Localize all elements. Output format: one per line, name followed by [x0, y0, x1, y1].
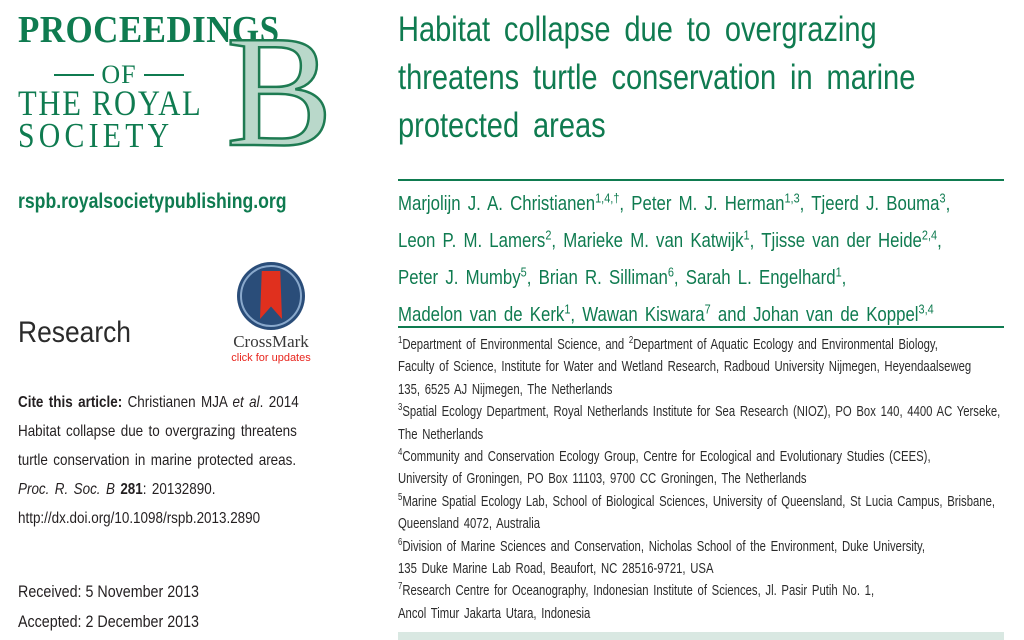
author-affiliation-sup: 1	[743, 227, 750, 243]
author-affiliation-sup: 1	[835, 264, 842, 280]
author-name: Wawan Kiswara	[582, 304, 705, 326]
author-affiliation-sup: 1,4,†	[595, 190, 620, 206]
author-name: Madelon van de Kerk	[398, 304, 565, 326]
crossmark-badge[interactable]: CrossMark click for updates	[228, 262, 314, 364]
affiliation-list: 1Department of Environmental Science, an…	[398, 334, 1005, 625]
affiliation-line: 6Division of Marine Sciences and Conserv…	[398, 536, 926, 555]
logo-society: SOCIETY	[18, 116, 174, 155]
received-date: Received: 5 November 2013	[18, 582, 199, 601]
citation-title-line: Habitat collapse due to overgrazing thre…	[18, 423, 297, 440]
citation-authors-short: Christianen MJA	[122, 394, 233, 411]
doi-link[interactable]: http://dx.doi.org/10.1098/rspb.2013.2890	[18, 510, 261, 527]
divider-above-authors	[398, 179, 1004, 181]
author-name: Peter M. J. Herman	[631, 193, 785, 215]
author-list: Marjolijn J. A. Christianen1,4,†, Peter …	[398, 186, 1005, 334]
abstract-box-top-edge	[398, 632, 1004, 640]
affiliation-line: 3Spatial Ecology Department, Royal Nethe…	[398, 402, 1001, 421]
logo-right-rule	[143, 74, 184, 76]
journal-url[interactable]: rspb.royalsocietypublishing.org	[18, 190, 287, 213]
affiliation-sup: 2	[628, 335, 634, 347]
author-affiliation-sup: 1,3	[784, 190, 800, 206]
author-name: Marjolijn J. A. Christianen	[398, 193, 596, 215]
divider-below-authors	[398, 326, 1004, 328]
affiliation-sup: 4	[398, 447, 403, 459]
series-b-letter: B	[225, 2, 334, 180]
citation-article-number: : 20132890.	[142, 481, 216, 498]
author-name: Tjeerd J. Bouma	[811, 193, 940, 215]
author-line: Peter J. Mumby5, Brian R. Silliman6, Sar…	[398, 264, 847, 289]
citation-title-line: turtle conservation in marine protected …	[18, 452, 297, 469]
logo-left-rule	[54, 74, 95, 76]
affiliation-line: 5Marine Spatial Ecology Lab, School of B…	[398, 492, 996, 510]
logo-of: OF	[101, 60, 137, 89]
author-line: Leon P. M. Lamers2, Marieke M. van Katwi…	[398, 227, 942, 252]
affiliation-sup: 3	[398, 402, 403, 414]
author-line: Marjolijn J. A. Christianen1,4,†, Peter …	[398, 190, 951, 215]
author-affiliation-sup: 7	[704, 301, 711, 317]
author-affiliation-sup: 3,4	[918, 301, 934, 317]
affiliation-sup: 1	[398, 335, 403, 347]
citation-volume: 281	[120, 481, 143, 498]
affiliation-line: Ancol Timur Jakarta Utara, Indonesia	[398, 605, 591, 622]
author-line: Madelon van de Kerk1, Wawan Kiswara7 and…	[398, 301, 934, 326]
citation: Cite this article: Christianen MJA et al…	[18, 388, 328, 533]
author-affiliation-sup: 1	[564, 301, 571, 317]
author-affiliation-sup: 2	[545, 227, 552, 243]
affiliation-line: University of Groningen, PO Box 11103, 9…	[398, 471, 807, 488]
history-dates: Received: 5 November 2013 Accepted: 2 De…	[18, 577, 253, 637]
citation-year: . 2014	[259, 394, 299, 411]
affiliation-sup: 7	[398, 581, 403, 593]
author-affiliation-sup: 3	[939, 190, 946, 206]
affiliation-line: The Netherlands	[398, 426, 484, 443]
crossmark-ribbon-icon	[260, 271, 282, 319]
article-title-line: protected areas	[398, 106, 606, 145]
affiliation-line: 1Department of Environmental Science, an…	[398, 335, 938, 353]
crossmark-name: CrossMark	[233, 332, 309, 351]
accepted-date: Accepted: 2 December 2013	[18, 612, 199, 631]
article-title: Habitat collapse due to overgrazing threa…	[398, 6, 1005, 150]
journal-logo: PROCEEDINGS OF THE ROYAL SOCIETY B	[18, 8, 334, 172]
affiliation-line: Faculty of Science, Institute for Water …	[398, 359, 972, 376]
article-title-line: Habitat collapse due to overgrazing	[398, 10, 877, 49]
author-affiliation-sup: 5	[520, 264, 527, 280]
author-name: Brian R. Silliman	[538, 267, 668, 289]
logo-the-royal: THE ROYAL	[18, 83, 203, 123]
author-name: Marieke M. van Katwijk	[563, 230, 744, 252]
citation-journal-abbrev: Proc. R. Soc. B	[18, 481, 121, 498]
crossmark-icon	[237, 262, 305, 330]
logo-of-row: OF	[54, 60, 184, 90]
affiliation-sup: 5	[398, 492, 403, 504]
affiliation-line: 4Community and Conservation Ecology Grou…	[398, 447, 931, 466]
crossmark-tagline: click for updates	[231, 352, 311, 364]
author-name: Johan van de Koppel	[753, 304, 919, 326]
logo-proceedings: PROCEEDINGS	[18, 9, 280, 51]
author-name: Leon P. M. Lamers	[398, 230, 546, 252]
affiliation-line: 135, 6525 AJ Nijmegen, The Netherlands	[398, 381, 613, 398]
author-name: Tjisse van der Heide	[761, 230, 922, 252]
citation-et-al: et al	[232, 394, 260, 411]
author-name: Peter J. Mumby	[398, 267, 521, 289]
affiliation-sup: 6	[398, 536, 403, 548]
citation-label: Cite this article:	[18, 394, 123, 411]
affiliation-line: 7Research Centre for Oceanography, Indon…	[398, 581, 875, 600]
affiliation-line: Queensland 4072, Australia	[398, 516, 541, 533]
author-name: Sarah L. Engelhard	[685, 267, 836, 289]
affiliation-line: 135 Duke Marine Lab Road, Beaufort, NC 2…	[398, 561, 714, 578]
section-label: Research	[18, 316, 131, 349]
author-affiliation-sup: 6	[667, 264, 674, 280]
author-affiliation-sup: 2,4	[921, 227, 938, 243]
article-title-line: threatens turtle conservation in marine	[398, 58, 916, 97]
